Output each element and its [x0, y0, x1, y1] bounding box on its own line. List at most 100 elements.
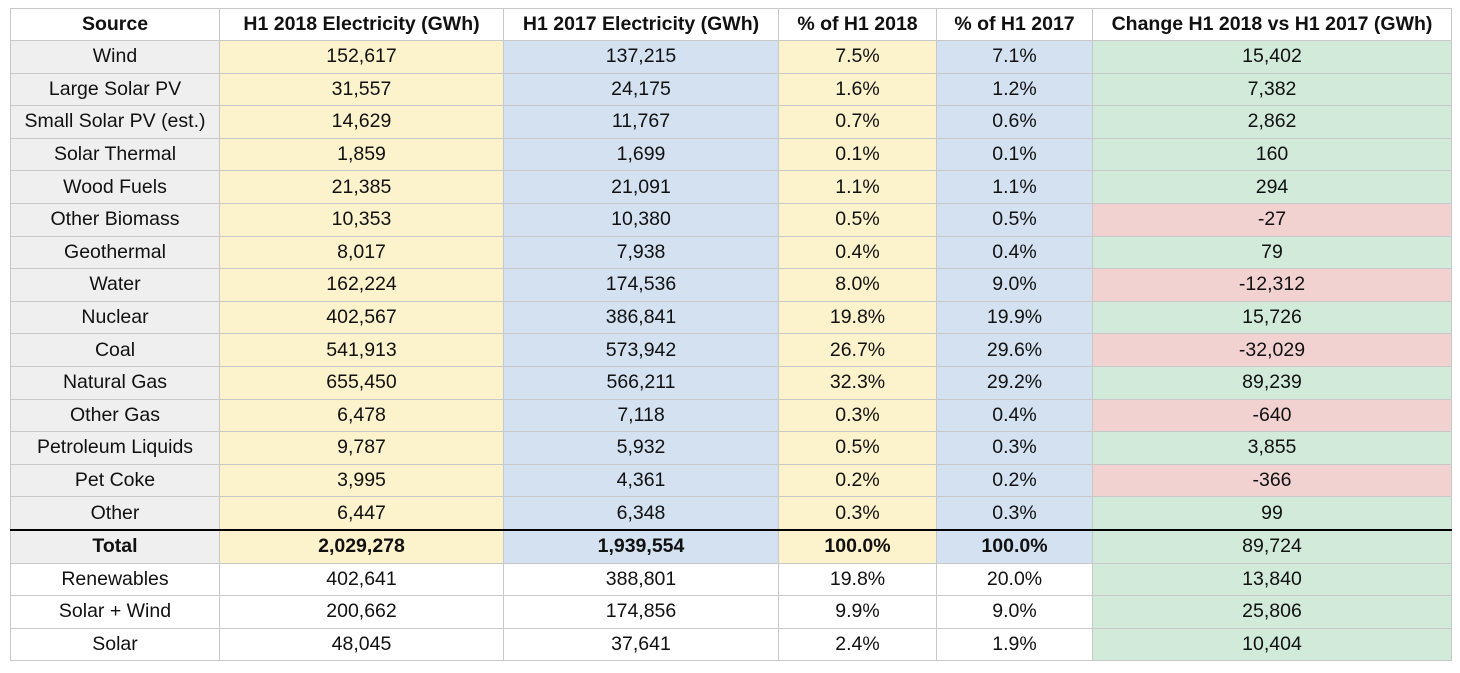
change-cell[interactable]: 294: [1092, 170, 1452, 204]
h1-2017-cell[interactable]: 7,118: [503, 398, 779, 433]
source-cell[interactable]: Large Solar PV: [10, 72, 220, 107]
source-cell[interactable]: Other Gas: [10, 398, 220, 433]
source-cell[interactable]: Geothermal: [10, 235, 220, 270]
source-cell[interactable]: Solar Thermal: [10, 137, 220, 172]
h1-2018-cell[interactable]: 2,029,278: [219, 528, 504, 564]
column-header-source[interactable]: Source: [10, 8, 220, 41]
pct-2017-cell[interactable]: 100.0%: [936, 528, 1093, 564]
source-cell[interactable]: Wood Fuels: [10, 170, 220, 204]
source-cell[interactable]: Solar: [10, 627, 220, 662]
source-cell[interactable]: Other Biomass: [10, 202, 220, 237]
change-cell[interactable]: 79: [1092, 235, 1452, 270]
pct-2018-cell[interactable]: 2.4%: [778, 627, 937, 662]
h1-2018-cell[interactable]: 14,629: [219, 105, 504, 139]
pct-2018-cell[interactable]: 0.2%: [778, 463, 937, 498]
change-cell[interactable]: 15,726: [1092, 300, 1452, 335]
h1-2018-cell[interactable]: 1,859: [219, 137, 504, 172]
h1-2018-cell[interactable]: 48,045: [219, 627, 504, 662]
pct-2017-cell[interactable]: 0.4%: [936, 398, 1093, 433]
pct-2018-cell[interactable]: 0.3%: [778, 496, 937, 531]
h1-2018-cell[interactable]: 6,478: [219, 398, 504, 433]
h1-2017-cell[interactable]: 1,939,554: [503, 528, 779, 564]
pct-2017-cell[interactable]: 29.6%: [936, 333, 1093, 367]
pct-2018-cell[interactable]: 0.7%: [778, 105, 937, 139]
pct-2018-cell[interactable]: 0.3%: [778, 398, 937, 433]
change-cell[interactable]: -366: [1092, 463, 1452, 498]
source-cell[interactable]: Water: [10, 268, 220, 302]
pct-2018-cell[interactable]: 32.3%: [778, 365, 937, 400]
change-cell[interactable]: -32,029: [1092, 333, 1452, 367]
h1-2018-cell[interactable]: 655,450: [219, 365, 504, 400]
pct-2018-cell[interactable]: 0.1%: [778, 137, 937, 172]
h1-2017-cell[interactable]: 573,942: [503, 333, 779, 367]
pct-2018-cell[interactable]: 9.9%: [778, 595, 937, 629]
h1-2017-cell[interactable]: 1,699: [503, 137, 779, 172]
pct-2017-cell[interactable]: 9.0%: [936, 595, 1093, 629]
h1-2017-cell[interactable]: 7,938: [503, 235, 779, 270]
pct-2018-cell[interactable]: 1.1%: [778, 170, 937, 204]
h1-2017-cell[interactable]: 37,641: [503, 627, 779, 662]
change-cell[interactable]: 89,724: [1092, 528, 1452, 564]
pct-2017-cell[interactable]: 0.4%: [936, 235, 1093, 270]
pct-2018-cell[interactable]: 19.8%: [778, 300, 937, 335]
h1-2017-cell[interactable]: 5,932: [503, 431, 779, 465]
pct-2017-cell[interactable]: 0.6%: [936, 105, 1093, 139]
pct-2017-cell[interactable]: 1.9%: [936, 627, 1093, 662]
h1-2017-cell[interactable]: 10,380: [503, 202, 779, 237]
pct-2018-cell[interactable]: 8.0%: [778, 268, 937, 302]
change-cell[interactable]: -12,312: [1092, 268, 1452, 302]
pct-2018-cell[interactable]: 0.5%: [778, 202, 937, 237]
column-header-pct-2017[interactable]: % of H1 2017: [936, 8, 1093, 41]
h1-2018-cell[interactable]: 200,662: [219, 595, 504, 629]
h1-2017-cell[interactable]: 137,215: [503, 40, 779, 74]
pct-2018-cell[interactable]: 0.5%: [778, 431, 937, 465]
column-header-h1-2018[interactable]: H1 2018 Electricity (GWh): [219, 8, 504, 41]
pct-2018-cell[interactable]: 26.7%: [778, 333, 937, 367]
source-cell[interactable]: Small Solar PV (est.): [10, 105, 220, 139]
h1-2018-cell[interactable]: 31,557: [219, 72, 504, 107]
h1-2018-cell[interactable]: 402,641: [219, 562, 504, 597]
source-cell[interactable]: Petroleum Liquids: [10, 431, 220, 465]
source-cell[interactable]: Renewables: [10, 562, 220, 597]
pct-2017-cell[interactable]: 20.0%: [936, 562, 1093, 597]
h1-2018-cell[interactable]: 152,617: [219, 40, 504, 74]
h1-2018-cell[interactable]: 162,224: [219, 268, 504, 302]
source-cell[interactable]: Nuclear: [10, 300, 220, 335]
change-cell[interactable]: 3,855: [1092, 431, 1452, 465]
h1-2018-cell[interactable]: 6,447: [219, 496, 504, 531]
column-header-pct-2018[interactable]: % of H1 2018: [778, 8, 937, 41]
h1-2018-cell[interactable]: 10,353: [219, 202, 504, 237]
source-cell[interactable]: Coal: [10, 333, 220, 367]
pct-2017-cell[interactable]: 0.3%: [936, 496, 1093, 531]
h1-2018-cell[interactable]: 9,787: [219, 431, 504, 465]
h1-2017-cell[interactable]: 4,361: [503, 463, 779, 498]
change-cell[interactable]: 7,382: [1092, 72, 1452, 107]
pct-2017-cell[interactable]: 9.0%: [936, 268, 1093, 302]
pct-2017-cell[interactable]: 19.9%: [936, 300, 1093, 335]
h1-2017-cell[interactable]: 174,536: [503, 268, 779, 302]
column-header-change[interactable]: Change H1 2018 vs H1 2017 (GWh): [1092, 8, 1452, 41]
source-cell[interactable]: Wind: [10, 40, 220, 74]
column-header-h1-2017[interactable]: H1 2017 Electricity (GWh): [503, 8, 779, 41]
pct-2018-cell[interactable]: 7.5%: [778, 40, 937, 74]
pct-2018-cell[interactable]: 100.0%: [778, 528, 937, 564]
h1-2017-cell[interactable]: 6,348: [503, 496, 779, 531]
h1-2018-cell[interactable]: 8,017: [219, 235, 504, 270]
source-cell[interactable]: Other: [10, 496, 220, 531]
pct-2017-cell[interactable]: 0.5%: [936, 202, 1093, 237]
change-cell[interactable]: 25,806: [1092, 595, 1452, 629]
h1-2018-cell[interactable]: 541,913: [219, 333, 504, 367]
change-cell[interactable]: 89,239: [1092, 365, 1452, 400]
h1-2017-cell[interactable]: 566,211: [503, 365, 779, 400]
h1-2017-cell[interactable]: 11,767: [503, 105, 779, 139]
h1-2018-cell[interactable]: 21,385: [219, 170, 504, 204]
change-cell[interactable]: 10,404: [1092, 627, 1452, 662]
h1-2017-cell[interactable]: 174,856: [503, 595, 779, 629]
change-cell[interactable]: -640: [1092, 398, 1452, 433]
change-cell[interactable]: 2,862: [1092, 105, 1452, 139]
pct-2018-cell[interactable]: 0.4%: [778, 235, 937, 270]
h1-2017-cell[interactable]: 388,801: [503, 562, 779, 597]
pct-2017-cell[interactable]: 0.3%: [936, 431, 1093, 465]
h1-2017-cell[interactable]: 21,091: [503, 170, 779, 204]
pct-2017-cell[interactable]: 0.1%: [936, 137, 1093, 172]
